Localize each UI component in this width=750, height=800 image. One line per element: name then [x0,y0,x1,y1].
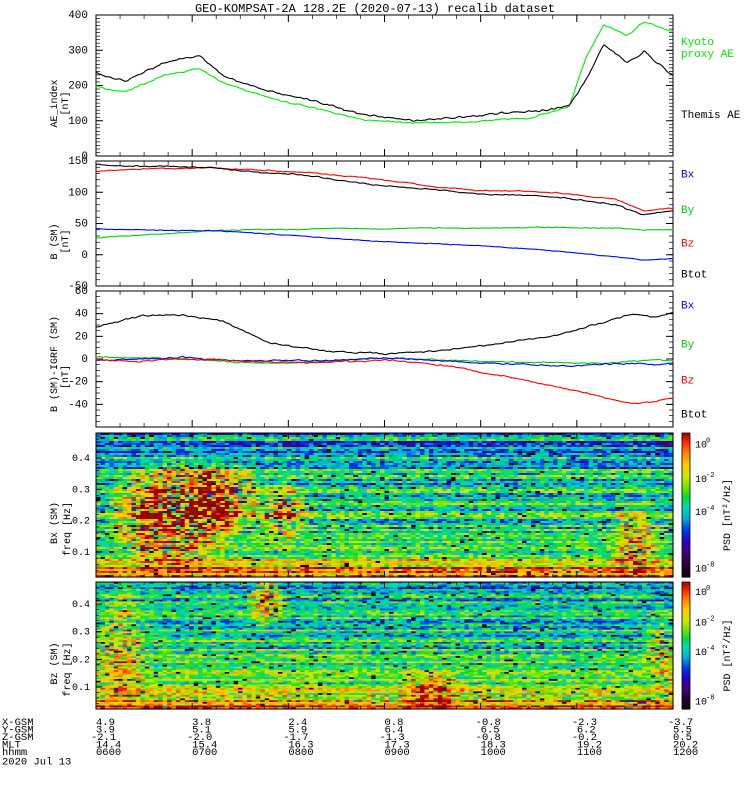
svg-text:Kyoto: Kyoto [681,37,714,49]
svg-text:By: By [681,339,695,351]
svg-text:100: 100 [68,116,88,128]
svg-text:B (SM): B (SM) [49,223,61,259]
svg-text:By: By [681,205,695,217]
svg-text:0: 0 [81,354,88,366]
svg-text:proxy AE: proxy AE [681,49,734,61]
svg-text:40: 40 [75,309,88,321]
svg-text:AE_index: AE_index [49,79,61,127]
svg-text:0: 0 [81,250,88,262]
svg-text:100: 100 [68,187,88,199]
svg-text:Themis AE: Themis AE [681,110,741,122]
svg-text:50: 50 [75,219,88,231]
svg-text:300: 300 [68,45,88,57]
svg-text:150: 150 [68,156,88,168]
svg-text:[nT]: [nT] [60,91,72,115]
svg-text:Bx: Bx [681,301,695,313]
svg-text:Bz: Bz [681,238,694,250]
svg-text:B (SM)-IGRF (SM): B (SM)-IGRF (SM) [49,316,61,412]
svg-text:[nT]: [nT] [60,229,72,253]
svg-text:GEO-KOMPSAT-2A 128.2E (2020-07: GEO-KOMPSAT-2A 128.2E (2020-07-13) recal… [195,2,555,16]
svg-text:[nT]: [nT] [60,365,72,389]
svg-text:60: 60 [75,286,88,298]
svg-text:Btot: Btot [681,409,707,421]
svg-text:Bx: Bx [681,170,695,182]
svg-text:Bz: Bz [681,375,694,387]
svg-text:400: 400 [68,10,88,22]
svg-text:Btot: Btot [681,270,707,282]
svg-text:-40: -40 [68,399,88,411]
svg-text:200: 200 [68,81,88,93]
svg-text:20: 20 [75,331,88,343]
